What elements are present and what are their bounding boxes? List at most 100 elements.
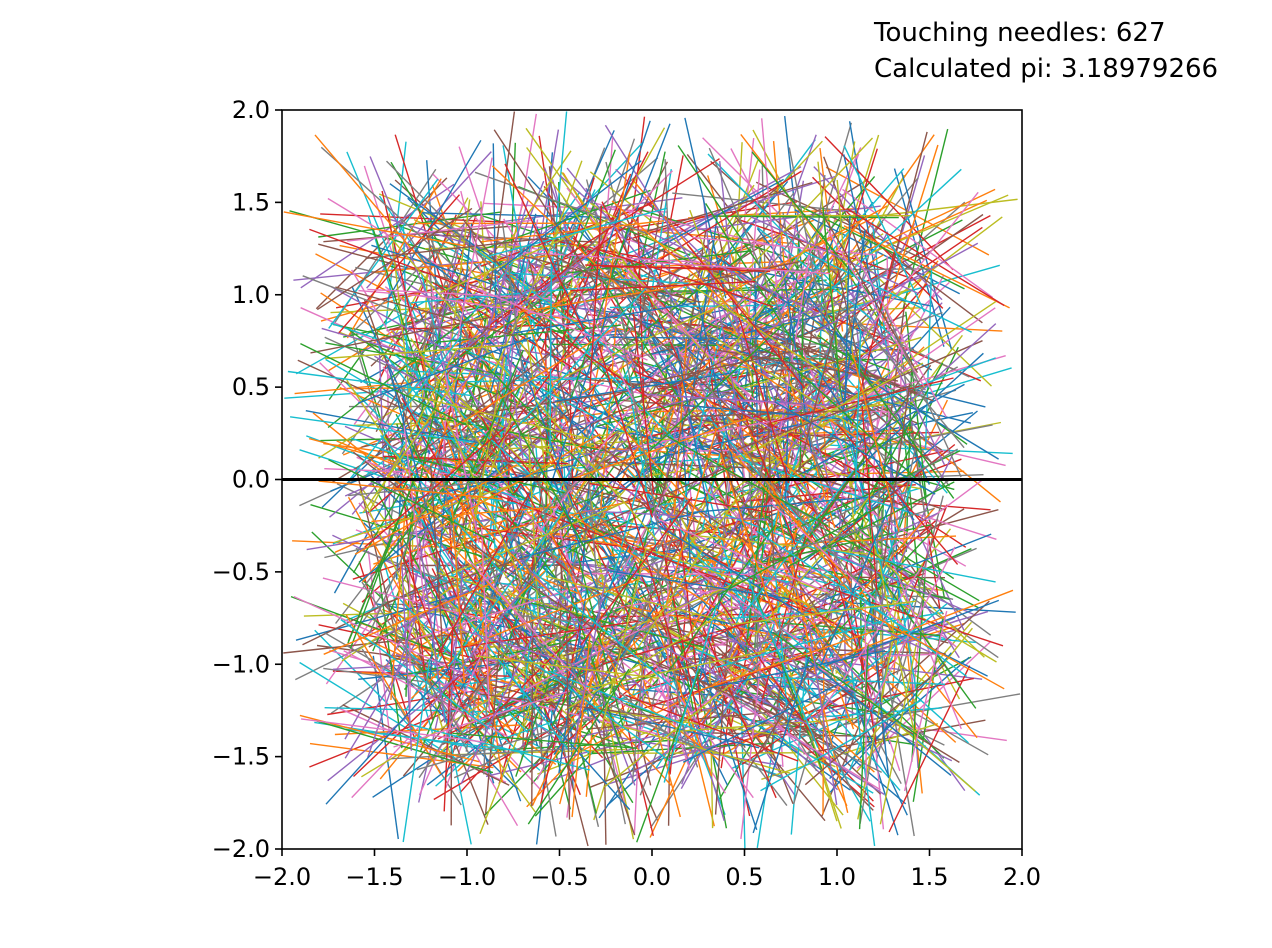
needle bbox=[694, 569, 849, 674]
needle bbox=[804, 663, 946, 786]
x-tick-label: 0.5 bbox=[725, 863, 763, 891]
needle bbox=[695, 140, 823, 277]
needle bbox=[399, 537, 434, 720]
needle bbox=[558, 174, 700, 298]
needle bbox=[735, 305, 790, 484]
needle bbox=[697, 654, 758, 831]
needle bbox=[688, 610, 795, 764]
needle bbox=[589, 205, 603, 391]
needle bbox=[706, 331, 863, 433]
needle bbox=[823, 316, 944, 460]
needle bbox=[478, 598, 503, 783]
needle bbox=[571, 633, 591, 818]
needle bbox=[328, 178, 439, 329]
needle bbox=[726, 445, 852, 584]
needle bbox=[846, 352, 984, 479]
needle bbox=[825, 599, 1000, 667]
needle bbox=[368, 348, 458, 513]
needle bbox=[684, 404, 869, 422]
needle bbox=[488, 214, 567, 383]
needle bbox=[452, 732, 637, 749]
needle bbox=[751, 151, 871, 295]
needle bbox=[477, 486, 651, 556]
needle bbox=[924, 265, 933, 451]
needle bbox=[799, 122, 852, 301]
needle bbox=[826, 214, 991, 304]
needle bbox=[433, 458, 604, 534]
needle bbox=[837, 365, 858, 550]
needle bbox=[418, 625, 495, 796]
needle bbox=[649, 322, 785, 452]
needle bbox=[430, 465, 444, 651]
needle bbox=[854, 329, 862, 515]
needle bbox=[333, 485, 511, 544]
needle bbox=[756, 530, 912, 634]
needle bbox=[637, 217, 645, 402]
needle bbox=[633, 177, 667, 360]
needle bbox=[318, 243, 498, 293]
needle bbox=[436, 571, 615, 625]
x-tick-label: 0.0 bbox=[633, 863, 671, 891]
needle bbox=[415, 265, 558, 388]
needle bbox=[604, 124, 705, 283]
needle bbox=[788, 147, 825, 330]
needle bbox=[627, 421, 809, 466]
needle bbox=[609, 555, 714, 711]
needle bbox=[429, 562, 545, 709]
needle bbox=[691, 214, 719, 398]
needle bbox=[686, 243, 805, 388]
needle bbox=[834, 669, 976, 792]
needle bbox=[780, 147, 862, 315]
needle bbox=[403, 425, 426, 610]
needle bbox=[857, 257, 992, 387]
needle bbox=[689, 283, 844, 387]
y-tick-label: 0.0 bbox=[232, 466, 270, 494]
needle bbox=[783, 423, 917, 555]
needle bbox=[765, 385, 775, 571]
needle bbox=[780, 351, 836, 529]
needle bbox=[487, 438, 630, 560]
needle bbox=[851, 334, 963, 484]
needle bbox=[527, 668, 630, 825]
needle bbox=[421, 414, 604, 452]
needle bbox=[682, 678, 849, 763]
needle bbox=[416, 717, 595, 771]
needle bbox=[527, 129, 560, 313]
needle bbox=[480, 360, 611, 495]
needle bbox=[293, 595, 463, 675]
needle bbox=[589, 587, 756, 673]
needle bbox=[320, 292, 476, 396]
needle bbox=[539, 414, 625, 580]
needle bbox=[715, 689, 883, 774]
needle bbox=[689, 496, 874, 514]
needle bbox=[445, 260, 598, 368]
needle bbox=[851, 352, 900, 532]
needle bbox=[450, 498, 466, 684]
needle bbox=[553, 601, 659, 755]
needle bbox=[585, 264, 771, 273]
needle bbox=[440, 662, 607, 747]
needle bbox=[418, 539, 446, 723]
needle bbox=[709, 179, 868, 279]
y-axis: 2.0 1.5 1.0 0.5 0.0 −0.5 −1.0 −1.5 −2.0 bbox=[212, 96, 282, 863]
needle bbox=[384, 546, 548, 637]
needle bbox=[732, 600, 917, 626]
needle bbox=[588, 649, 770, 689]
needle bbox=[722, 692, 881, 791]
needle bbox=[456, 157, 493, 340]
needle bbox=[883, 653, 915, 837]
needle bbox=[844, 348, 955, 499]
needle bbox=[337, 194, 461, 335]
needle bbox=[565, 376, 750, 396]
needle bbox=[787, 346, 843, 525]
needle bbox=[418, 624, 524, 779]
needle bbox=[666, 435, 829, 527]
needle bbox=[309, 228, 484, 295]
needle bbox=[520, 251, 706, 264]
needle bbox=[632, 238, 806, 307]
needle bbox=[361, 680, 520, 778]
needle bbox=[519, 287, 647, 424]
needle bbox=[841, 301, 997, 406]
needle bbox=[879, 565, 918, 748]
needle bbox=[799, 284, 805, 470]
